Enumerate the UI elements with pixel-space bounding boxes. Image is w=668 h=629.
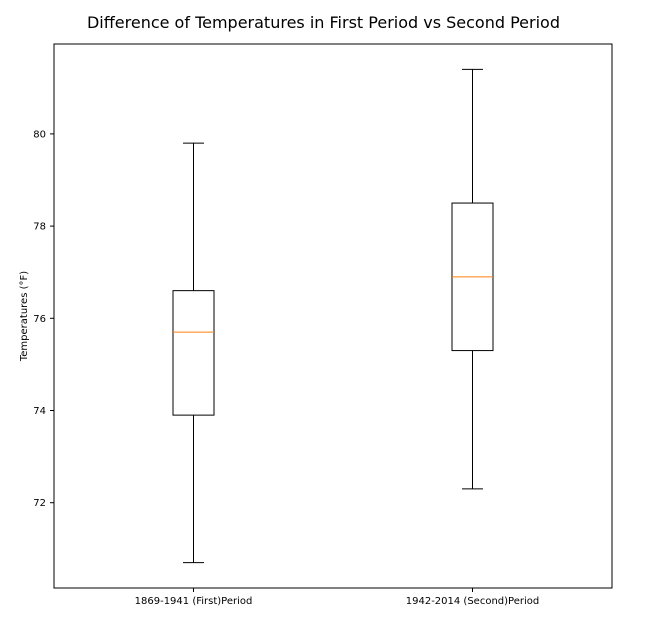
y-tick-label: 72 — [33, 498, 46, 509]
chart-title: Difference of Temperatures in First Peri… — [87, 13, 560, 32]
x-tick-label: 1942-2014 (Second)Period — [406, 596, 539, 607]
y-tick-label: 76 — [33, 314, 46, 325]
plot-area: 72 74 76 78 80 1869-1941 (First)Period 1942-20… — [33, 43, 613, 607]
axes-frame — [53, 43, 613, 589]
x-tick-label: 1869-1941 (First)Period — [135, 596, 253, 607]
y-tick-label: 78 — [33, 222, 46, 233]
y-axis-label: Temperatures (°F) — [19, 271, 30, 362]
y-tick-label: 80 — [33, 129, 46, 140]
y-tick-label: 74 — [33, 406, 46, 417]
box-iqr — [172, 290, 215, 416]
